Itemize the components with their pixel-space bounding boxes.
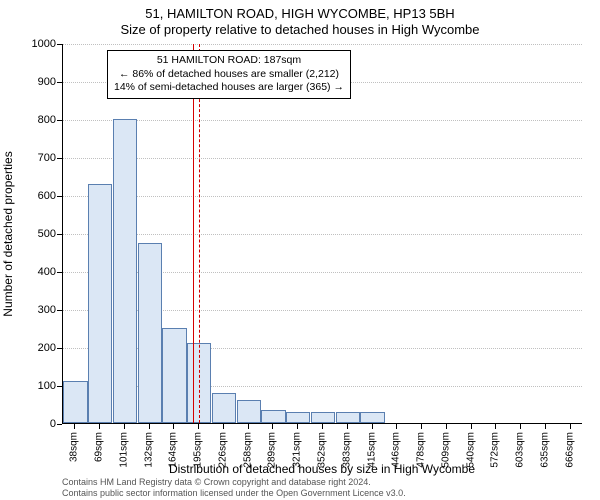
xtick-label: 635sqm	[539, 432, 550, 468]
annotation-box: 51 HAMILTON ROAD: 187sqm← 86% of detache…	[107, 50, 351, 99]
xtick-mark	[545, 424, 546, 429]
xtick-mark	[347, 424, 348, 429]
footer-line2: Contains public sector information licen…	[62, 488, 406, 498]
xtick-label: 258sqm	[242, 432, 253, 468]
histogram-bar	[286, 412, 310, 423]
gridline	[63, 196, 582, 197]
ytick-mark	[57, 82, 62, 83]
footer-attribution: Contains HM Land Registry data © Crown c…	[62, 477, 406, 498]
xtick-mark	[149, 424, 150, 429]
xtick-mark	[570, 424, 571, 429]
xtick-mark	[372, 424, 373, 429]
gridline	[63, 120, 582, 121]
xtick-mark	[322, 424, 323, 429]
xtick-label: 478sqm	[416, 432, 427, 468]
y-axis-label: Number of detached properties	[1, 151, 15, 316]
xtick-mark	[99, 424, 100, 429]
chart-title-line2: Size of property relative to detached ho…	[0, 22, 600, 37]
xtick-label: 540sqm	[465, 432, 476, 468]
histogram-bar	[261, 410, 285, 423]
annotation-line: ← 86% of detached houses are smaller (2,…	[114, 68, 344, 82]
histogram-bar	[336, 412, 360, 423]
xtick-mark	[421, 424, 422, 429]
ytick-mark	[57, 310, 62, 311]
xtick-mark	[471, 424, 472, 429]
xtick-label: 666sqm	[564, 432, 575, 468]
ytick-mark	[57, 120, 62, 121]
ytick-mark	[57, 424, 62, 425]
histogram-bar	[212, 393, 236, 423]
xtick-mark	[272, 424, 273, 429]
xtick-label: 509sqm	[440, 432, 451, 468]
ytick-mark	[57, 158, 62, 159]
histogram-bar	[360, 412, 384, 423]
xtick-label: 38sqm	[69, 432, 80, 462]
ytick-mark	[57, 272, 62, 273]
reference-line	[199, 44, 200, 423]
chart-title-line1: 51, HAMILTON ROAD, HIGH WYCOMBE, HP13 5B…	[0, 6, 600, 21]
annotation-line: 14% of semi-detached houses are larger (…	[114, 81, 344, 95]
xtick-mark	[223, 424, 224, 429]
gridline	[63, 158, 582, 159]
xtick-label: 289sqm	[267, 432, 278, 468]
xtick-label: 69sqm	[94, 432, 105, 462]
xtick-mark	[198, 424, 199, 429]
xtick-label: 572sqm	[490, 432, 501, 468]
ytick-label: 500	[16, 228, 56, 240]
xtick-label: 101sqm	[118, 432, 129, 468]
xtick-label: 352sqm	[317, 432, 328, 468]
xtick-label: 226sqm	[217, 432, 228, 468]
ytick-mark	[57, 348, 62, 349]
xtick-mark	[396, 424, 397, 429]
histogram-bar	[237, 400, 261, 423]
xtick-label: 321sqm	[292, 432, 303, 468]
ytick-label: 0	[16, 418, 56, 430]
xtick-mark	[248, 424, 249, 429]
xtick-mark	[495, 424, 496, 429]
xtick-label: 164sqm	[168, 432, 179, 468]
ytick-mark	[57, 44, 62, 45]
ytick-label: 300	[16, 304, 56, 316]
gridline	[63, 44, 582, 45]
histogram-bar	[63, 381, 87, 423]
xtick-mark	[520, 424, 521, 429]
annotation-line: 51 HAMILTON ROAD: 187sqm	[114, 54, 344, 68]
xtick-mark	[297, 424, 298, 429]
ytick-label: 400	[16, 266, 56, 278]
xtick-mark	[74, 424, 75, 429]
histogram-bar	[138, 243, 162, 424]
xtick-mark	[173, 424, 174, 429]
histogram-bar	[88, 184, 112, 423]
ytick-mark	[57, 386, 62, 387]
ytick-mark	[57, 234, 62, 235]
ytick-label: 900	[16, 76, 56, 88]
xtick-mark	[446, 424, 447, 429]
ytick-label: 600	[16, 190, 56, 202]
ytick-label: 1000	[16, 38, 56, 50]
xtick-label: 446sqm	[391, 432, 402, 468]
xtick-label: 603sqm	[515, 432, 526, 468]
reference-line	[193, 44, 194, 423]
ytick-label: 200	[16, 342, 56, 354]
ytick-mark	[57, 196, 62, 197]
xtick-label: 132sqm	[143, 432, 154, 468]
xtick-mark	[124, 424, 125, 429]
xtick-label: 195sqm	[193, 432, 204, 468]
xtick-label: 383sqm	[341, 432, 352, 468]
footer-line1: Contains HM Land Registry data © Crown c…	[62, 477, 406, 487]
histogram-bar	[113, 119, 137, 423]
ytick-label: 100	[16, 380, 56, 392]
xtick-label: 415sqm	[366, 432, 377, 468]
ytick-label: 700	[16, 152, 56, 164]
plot-area	[62, 44, 582, 424]
ytick-label: 800	[16, 114, 56, 126]
histogram-bar	[311, 412, 335, 423]
gridline	[63, 234, 582, 235]
chart-container: 51, HAMILTON ROAD, HIGH WYCOMBE, HP13 5B…	[0, 0, 600, 500]
histogram-bar	[162, 328, 186, 423]
